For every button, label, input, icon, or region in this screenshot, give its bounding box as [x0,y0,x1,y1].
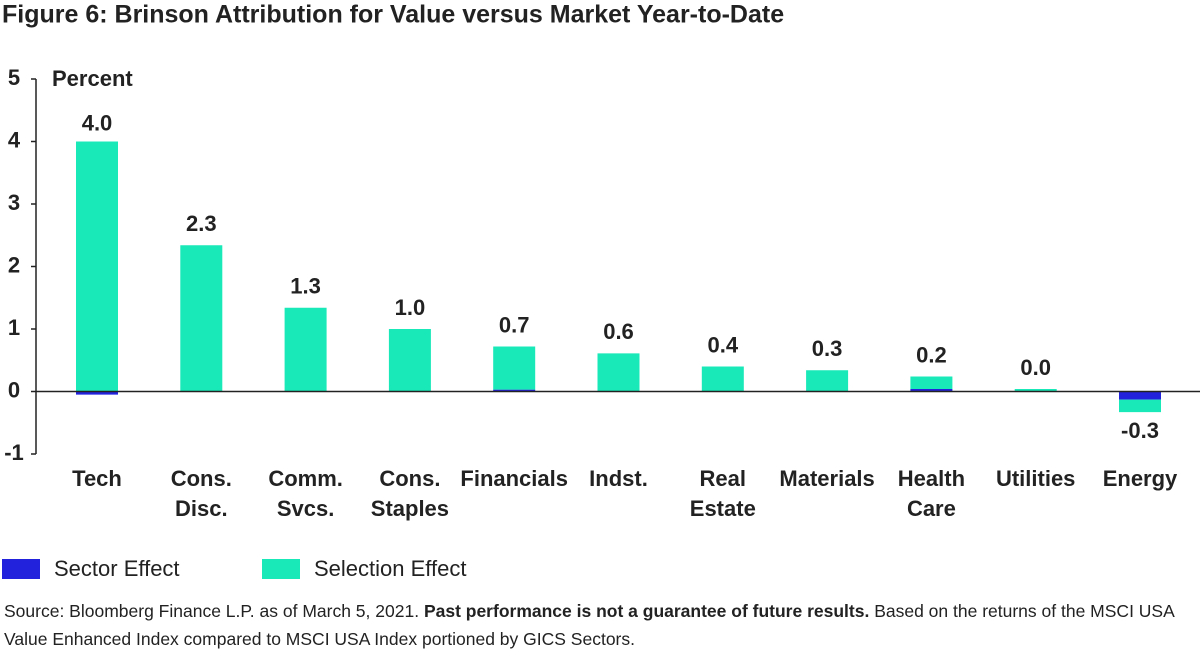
bar-segment [806,370,849,392]
total-label: 0.7 [499,312,530,337]
y-tick-label: -1 [4,440,24,465]
bar-segment [76,141,118,392]
bar-segment [1119,399,1161,413]
bar-segment [1014,389,1057,392]
source-note: Source: Bloomberg Finance L.P. as of Mar… [4,597,1194,653]
total-label: 2.3 [186,211,217,236]
total-label: -0.3 [1121,418,1159,443]
y-tick-label: 0 [8,377,20,402]
x-tick-label: Health Care [898,466,965,521]
legend-label: Sector Effect [54,556,180,581]
x-tick-label: Materials [779,466,874,491]
total-label: 0.4 [708,332,739,357]
bar-segment [597,353,640,392]
bar-segment [493,346,536,390]
x-tick-label: Cons. Disc. [171,466,232,521]
total-label: 1.3 [290,274,321,299]
y-tick-label: 5 [8,65,20,90]
x-tick-label: Real Estate [690,466,756,521]
x-tick-label: Tech [72,466,122,491]
legend-swatch [262,559,300,579]
total-label: 1.0 [395,295,426,320]
y-axis-label: Percent [52,66,133,91]
total-label: 0.3 [812,336,843,361]
bar-segment [76,391,118,395]
source-suffix: Based on the returns of the MSCI USA Val… [4,601,1174,649]
chart-title: Figure 6: Brinson Attribution for Value … [2,1,784,29]
bar-segment [701,366,744,392]
y-tick-label: 4 [8,127,21,152]
x-tick-label: Utilities [996,466,1075,491]
x-tick-label: Financials [460,466,568,491]
x-tick-label: Cons. Staples [371,466,449,521]
total-label: 0.6 [603,319,634,344]
total-label: 4.0 [82,110,113,135]
x-tick-label: Indst. [589,466,648,491]
bar-segment [910,389,953,392]
x-tick-label: Energy [1103,466,1178,491]
bar-segment [493,389,536,392]
bar-segment [284,307,327,392]
source-bold: Past performance is not a guarantee of f… [423,601,870,621]
bar-segment [1119,391,1161,400]
bar-segment [388,329,431,392]
x-tick-label: Comm. Svcs. [268,466,343,521]
total-label: 0.2 [916,342,947,367]
source-prefix: Source: Bloomberg Finance L.P. as of Mar… [4,601,420,621]
legend-swatch [2,559,40,579]
y-tick-label: 1 [8,315,20,340]
y-tick-label: 3 [8,190,20,215]
legend-label: Selection Effect [314,556,466,581]
bar-segment [910,376,953,389]
bar-segment [180,245,223,392]
total-label: 0.0 [1020,355,1051,380]
y-tick-label: 2 [8,252,20,277]
